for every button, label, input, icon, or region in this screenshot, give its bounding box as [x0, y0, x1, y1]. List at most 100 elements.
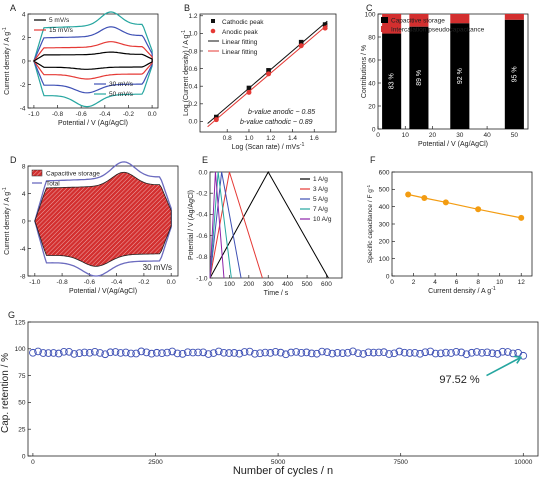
panel-E-xtick-label: 300 [263, 281, 274, 288]
panel-D-ylabel: Current density / A g-1 [2, 187, 11, 255]
panel-G-point [302, 348, 311, 357]
panel-G-point [245, 347, 254, 356]
panel-C-ytick-label: 100 [365, 11, 376, 18]
panel-E-gcd-curve [209, 171, 232, 279]
panel-F-point [475, 206, 482, 213]
panel-G-point [328, 349, 337, 358]
panel-G-point [426, 347, 435, 356]
panel-B-point [322, 25, 328, 31]
panel-G-point [235, 349, 244, 358]
panel-G-point [400, 348, 409, 357]
panel-E-ytick-label: -0.4 [196, 212, 208, 219]
panel-G-point [436, 349, 445, 358]
panel-G-xtick-label: 7500 [393, 459, 408, 466]
panel-B-ytick-label: 0.6 [188, 66, 197, 73]
panel-D-capacitive-area [34, 171, 172, 267]
panel-B-ytick-label: 1.2 [188, 13, 197, 20]
panel-G-point [147, 349, 156, 358]
panel-G-point [514, 348, 522, 357]
panel-D-ytick-label: 4 [22, 191, 26, 198]
panel-G-point [318, 347, 326, 356]
panel-A-cv-curve [33, 41, 153, 80]
panel-C-xtick-label: 0 [376, 132, 380, 139]
panel-B-ytick-label: 0.0 [188, 119, 197, 126]
panel-C-bar-label: 89 % [416, 70, 423, 86]
panel-G-point [374, 348, 383, 357]
panel-A-legend-label: 30 mV/s [109, 81, 134, 88]
panel-G-point [251, 349, 259, 358]
panel-A-xtick-label: -0.6 [76, 111, 88, 118]
panel-G-point [199, 348, 208, 357]
panel-G-point [312, 349, 321, 358]
panel-B-frame [199, 13, 337, 133]
panel-G-point [230, 349, 239, 357]
panel-G-ytick-label: 125 [15, 319, 26, 326]
panel-C-bar-capacitive [382, 33, 402, 129]
panel-D-ytick-label: 0 [22, 218, 26, 225]
panel-E-ytick-label: -0.2 [196, 191, 208, 198]
panel-G-point [189, 348, 197, 357]
panel-B-point [213, 117, 219, 123]
panel-B-xlabel-sup: -1 [300, 142, 305, 148]
panel-A-legend-label: 50 mV/s [109, 91, 134, 98]
panel-F-xtick-label: 4 [433, 279, 437, 286]
panel-G-point [416, 349, 424, 358]
panel-C-xtick-label: 20 [429, 132, 437, 139]
panel-E-xlabel: Time / s [264, 290, 289, 297]
panel-B-point [266, 71, 272, 77]
panel-G-point [442, 348, 450, 357]
panel-B-point [266, 68, 271, 73]
panel-F-ytick-label: 0 [386, 273, 390, 280]
panel-F-ytick-label: 500 [379, 187, 390, 194]
panel-F-point [421, 195, 428, 201]
panel-D-xtick-label: -1.0 [29, 279, 41, 286]
panel-C-bar-label: 83 % [389, 73, 396, 89]
panel-C-xlabel: Potential / V (Ag/AgCl) [418, 141, 488, 148]
panel-G-point [240, 348, 249, 356]
panel-C-ytick-label: 40 [368, 80, 376, 87]
panel-G-point [333, 348, 342, 357]
panel-B-xlabel: Log (Scan rate) / mVs-1 [232, 142, 305, 151]
panel-F-xtick-label: 2 [412, 279, 416, 286]
panel-F-xtick-label: 0 [390, 279, 394, 286]
panel-G-point [163, 348, 171, 357]
panel-G-point [121, 348, 130, 357]
panel-G-point [116, 349, 125, 357]
panel-C-ytick-label: 20 [368, 103, 376, 110]
panel-E-legend-label: 7 A/g [313, 206, 328, 213]
panel-G-point [80, 348, 89, 357]
panel-G-point [54, 349, 63, 358]
panel-A-ytick-label: 0 [22, 58, 26, 65]
panel-C-letter: C [366, 3, 373, 13]
panel-A-ylabel-text: Current density / A g [4, 32, 11, 95]
panel-E-legend-label: 5 A/g [313, 196, 328, 203]
panel-G-point [359, 350, 368, 358]
panel-G-point [447, 349, 455, 357]
panel-G-point [101, 350, 110, 359]
panel-G-point [338, 349, 347, 358]
panel-G-point [503, 348, 512, 356]
panel-F-ylabel-text: Specific capacitance / F g [367, 189, 374, 263]
panel-C-ytick-label: 80 [368, 34, 376, 41]
panel-B-xtick-label: 1.0 [244, 135, 253, 142]
panel-D-ytick-label: -4 [20, 246, 26, 253]
panel-G-arrow-head [513, 355, 523, 364]
panel-G-point [256, 349, 264, 358]
panel-B-annotation: b-value anodic ~ 0.85 [248, 109, 315, 116]
panel-B-point [322, 22, 328, 27]
panel-C-bar-label: 95 % [511, 66, 518, 82]
panel-F-point [442, 199, 449, 206]
panel-B-xtick-label: 1.2 [266, 135, 275, 142]
panel-F-ylabel-sup: -1 [366, 185, 372, 190]
panel-B-point [246, 89, 252, 95]
panel-G-point [209, 349, 218, 357]
panel-A-xtick-label: 0.0 [148, 111, 157, 118]
panel-F-ytick-label: 300 [379, 221, 390, 228]
panel-C-bar-intercalation [409, 14, 429, 27]
panel-C-bar-intercalation [450, 14, 470, 24]
panel-G-point [168, 347, 177, 356]
panel-G-point [457, 348, 466, 357]
panel-G-point [194, 348, 202, 357]
panel-F-ytick-label: 600 [379, 169, 390, 176]
panel-E-gcd-curve [209, 171, 225, 279]
